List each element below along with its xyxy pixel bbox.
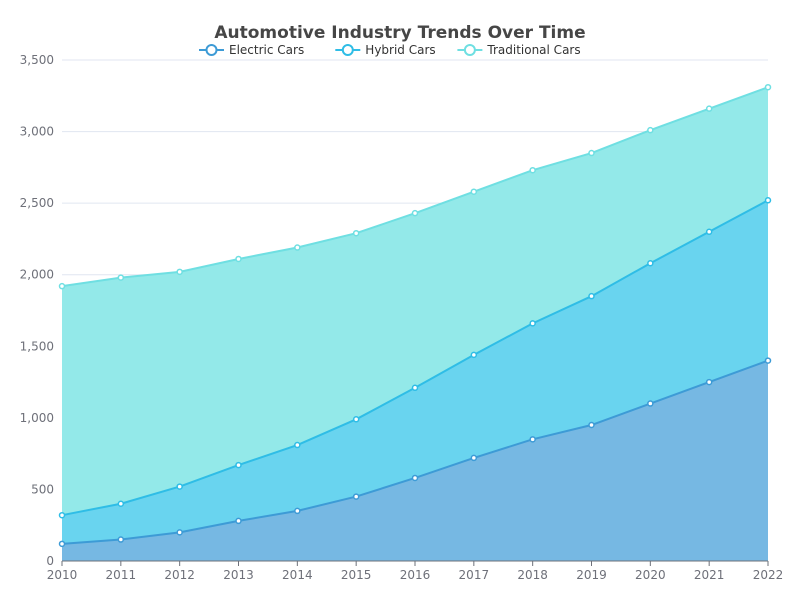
y-tick-label: 1,500 [20, 339, 54, 353]
legend-item-electric-cars[interactable]: Electric Cars [199, 43, 304, 57]
point-hybrid-cars[interactable] [294, 441, 301, 449]
area-electric-cars [62, 360, 768, 561]
axes: 0 500 1,000 1,500 2,000 2,500 3,000 3,500 2010 20… [20, 53, 784, 582]
point-hybrid-cars[interactable] [470, 351, 478, 359]
point-traditional-cars[interactable] [764, 83, 772, 91]
point-traditional-cars[interactable] [411, 209, 419, 217]
point-hybrid-cars[interactable] [411, 384, 419, 392]
x-tick-label: 2019 [576, 568, 607, 582]
x-tick-label: 2010 [47, 568, 78, 582]
legend-marker-icon [205, 44, 218, 56]
point-electric-cars[interactable] [470, 454, 478, 462]
point-electric-cars[interactable] [764, 357, 772, 364]
legend-marker-icon [341, 44, 354, 56]
x-tick-label: 2020 [635, 568, 666, 582]
y-tick-label: 2,500 [20, 196, 54, 210]
point-electric-cars[interactable] [647, 400, 654, 407]
point-traditional-cars[interactable] [117, 274, 125, 281]
point-hybrid-cars[interactable] [647, 260, 654, 267]
point-electric-cars[interactable] [176, 529, 183, 536]
point-traditional-cars[interactable] [294, 244, 301, 251]
point-hybrid-cars[interactable] [58, 511, 66, 519]
x-tick-label: 2017 [459, 568, 490, 582]
y-tick-label: 2,000 [20, 268, 54, 282]
legend-label: Hybrid Cars [365, 43, 435, 57]
y-tick-label: 3,000 [20, 125, 54, 139]
x-tick-label: 2021 [694, 568, 725, 582]
data-points [58, 83, 772, 548]
point-traditional-cars[interactable] [705, 105, 713, 112]
legend-item-hybrid-cars[interactable]: Hybrid Cars [335, 43, 436, 57]
legend-label: Traditional Cars [486, 43, 580, 57]
point-hybrid-cars[interactable] [117, 500, 125, 507]
point-electric-cars[interactable] [117, 536, 125, 543]
x-tick-label: 2022 [753, 568, 784, 582]
point-electric-cars[interactable] [235, 517, 242, 525]
point-electric-cars[interactable] [58, 540, 66, 548]
point-traditional-cars[interactable] [588, 149, 595, 157]
x-tick-label: 2016 [400, 568, 431, 582]
point-hybrid-cars[interactable] [176, 483, 183, 490]
point-electric-cars[interactable] [352, 493, 360, 500]
point-hybrid-cars[interactable] [235, 461, 242, 469]
point-hybrid-cars[interactable] [588, 292, 595, 300]
point-hybrid-cars[interactable] [705, 228, 713, 236]
x-tick-label: 2012 [164, 568, 195, 582]
x-tick-label: 2014 [282, 568, 313, 582]
point-electric-cars[interactable] [529, 436, 536, 443]
area-traditional-cars [62, 87, 768, 516]
x-tick-label: 2018 [517, 568, 548, 582]
y-tick-label: 0 [46, 554, 54, 568]
point-traditional-cars[interactable] [470, 188, 478, 195]
point-hybrid-cars[interactable] [352, 416, 360, 423]
legend-item-traditional-cars[interactable]: Traditional Cars [457, 43, 581, 57]
x-tick-label: 2015 [341, 568, 372, 582]
point-electric-cars[interactable] [588, 421, 595, 429]
legend-label: Electric Cars [229, 43, 304, 57]
point-hybrid-cars[interactable] [529, 320, 536, 327]
legend-marker-icon [463, 44, 476, 56]
point-hybrid-cars[interactable] [764, 197, 772, 204]
chart-title: Automotive Industry Trends Over Time [214, 23, 585, 43]
y-tick-label: 1,000 [20, 411, 54, 425]
point-traditional-cars[interactable] [176, 268, 183, 276]
point-traditional-cars[interactable] [235, 255, 242, 263]
x-tick-label: 2011 [106, 568, 137, 582]
legend[interactable]: Electric Cars Hybrid Cars Traditional Cars [199, 43, 581, 57]
point-electric-cars[interactable] [411, 474, 419, 482]
point-electric-cars[interactable] [705, 378, 713, 386]
x-tick-label: 2013 [223, 568, 254, 582]
point-traditional-cars[interactable] [529, 166, 536, 174]
point-traditional-cars[interactable] [58, 282, 66, 290]
point-traditional-cars[interactable] [352, 229, 360, 237]
y-tick-label: 500 [31, 482, 54, 496]
point-electric-cars[interactable] [294, 507, 301, 515]
y-tick-label: 3,500 [20, 53, 54, 67]
point-traditional-cars[interactable] [647, 126, 654, 134]
